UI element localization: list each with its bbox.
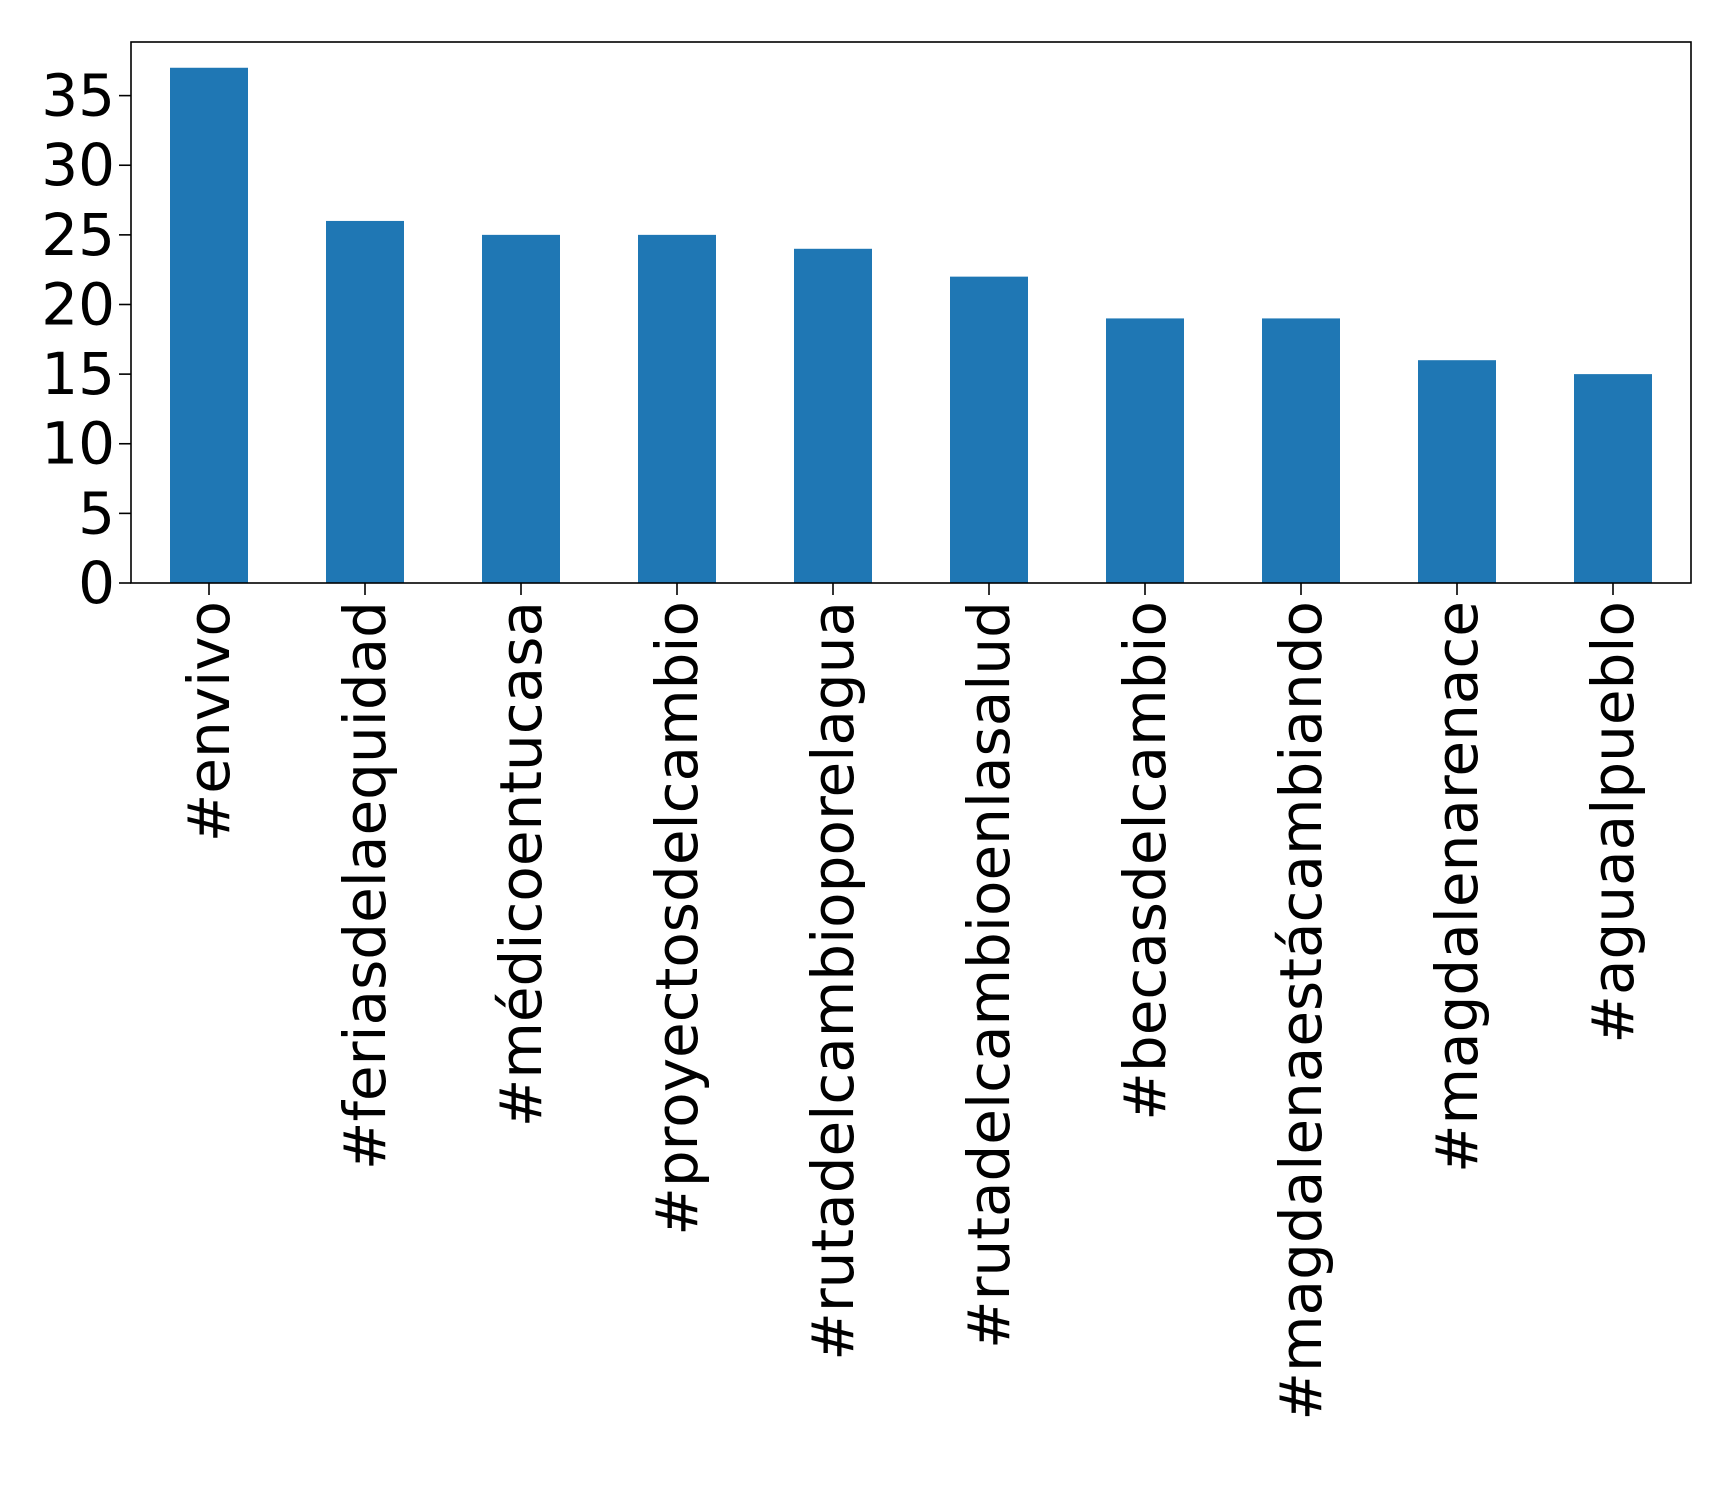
bar-2 bbox=[482, 234, 560, 583]
y-tick-label-1: 5 bbox=[78, 479, 115, 547]
plot-frame bbox=[130, 41, 1692, 584]
y-tick-label-6: 30 bbox=[41, 131, 115, 199]
bar-6 bbox=[1106, 318, 1184, 583]
x-tick-label-8: #magdalenarenace bbox=[1423, 601, 1491, 1173]
x-tick-label-7: #magdalenaestácambiando bbox=[1267, 601, 1335, 1421]
y-tick-label-4: 20 bbox=[41, 270, 115, 338]
x-tick-label-6: #becasdelcambio bbox=[1111, 601, 1179, 1121]
bar-7 bbox=[1262, 318, 1340, 583]
x-tick-label-1: #feriasdelaequidad bbox=[331, 601, 399, 1170]
x-tick-label-4: #rutadelcambioporelagua bbox=[799, 601, 867, 1361]
x-tick-label-5: #rutadelcambioenlasalud bbox=[955, 601, 1023, 1349]
x-axis: #envivo #feriasdelaequidad #médicoentucasa… bbox=[175, 583, 1647, 1421]
y-tick-label-7: 35 bbox=[41, 62, 115, 130]
y-tick-label-3: 15 bbox=[41, 340, 115, 408]
y-tick-label-2: 10 bbox=[41, 410, 115, 478]
bar-8 bbox=[1418, 360, 1496, 583]
x-tick-label-2: #médicoentucasa bbox=[487, 601, 555, 1127]
x-tick-label-9: #aguaalpueblo bbox=[1579, 601, 1647, 1044]
bar-5 bbox=[950, 276, 1028, 583]
x-tick-label-3: #proyectosdelcambio bbox=[643, 601, 711, 1236]
x-tick-label-0: #envivo bbox=[175, 601, 243, 842]
y-tick-label-0: 0 bbox=[78, 549, 115, 617]
bars bbox=[170, 67, 1652, 583]
y-tick-label-5: 25 bbox=[41, 201, 115, 269]
bar-1 bbox=[326, 220, 404, 583]
bar-4 bbox=[794, 248, 872, 583]
bar-9 bbox=[1574, 374, 1652, 583]
bar-0 bbox=[170, 67, 248, 583]
bar-3 bbox=[638, 234, 716, 583]
